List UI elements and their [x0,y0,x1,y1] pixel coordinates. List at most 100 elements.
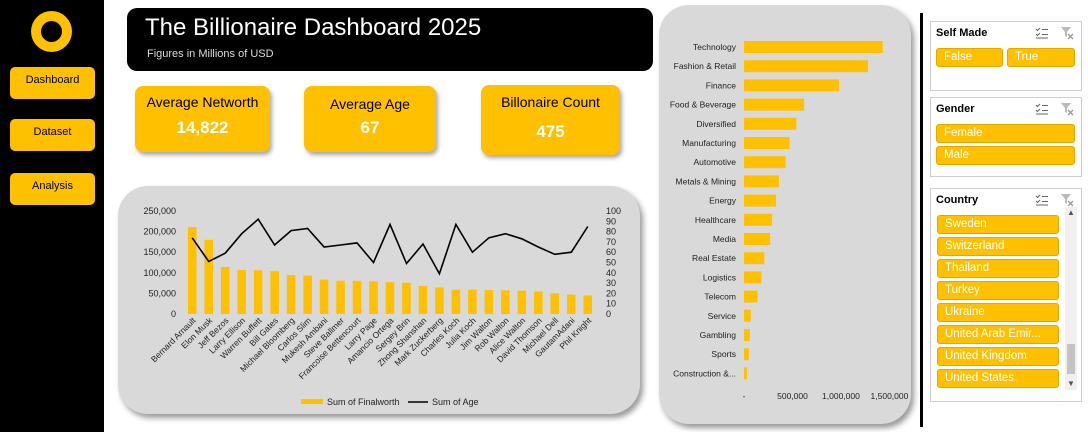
country-scrollbar[interactable]: ▲ ▼ [1065,207,1077,390]
industry-label: Service [708,311,737,321]
x-tick-label: 500,000 [777,391,808,401]
clear-filter-icon[interactable] [1060,193,1074,207]
clear-filter-icon[interactable] [1060,26,1074,40]
networth-bar [484,290,494,314]
y-tick-label: 150,000 [143,247,176,257]
gender-slicer: Gender Female Male [930,97,1082,177]
gender-female-option[interactable]: Female [936,124,1075,143]
industry-label: Real Estate [692,253,736,263]
multi-select-icon[interactable] [1035,27,1049,39]
industry-bar [744,233,771,245]
scroll-down-icon[interactable]: ▼ [1067,379,1075,388]
x-tick-label: 1,500,000 [871,391,909,401]
industry-label: Media [713,234,736,244]
divider [920,13,923,427]
networth-bar [237,269,246,314]
kpi-value: 67 [360,118,380,137]
scroll-thumb[interactable] [1067,344,1075,374]
industry-chart-panel: Technology Fashion & Retail Finance Food & … [659,5,911,424]
country-option[interactable]: United Kingdom [937,347,1059,366]
industry-bar [744,348,749,361]
industry-bar [744,194,776,207]
multi-select-icon[interactable] [1035,194,1049,206]
slicer-title: Gender [936,103,975,115]
slicer-title: Country [936,194,979,206]
clear-filter-icon[interactable] [1060,102,1074,116]
networth-bar [204,239,214,314]
self-made-slicer: Self Made False True [930,21,1082,91]
x-tick-label: - [743,391,746,401]
logo-icon [31,11,72,52]
y-tick-label: 250,000 [143,206,176,216]
kpi-value: 14,822 [176,118,229,137]
networth-bar [286,275,296,314]
kpi-average-age: Average Age 67 [304,86,436,152]
industry-bar [744,290,758,303]
y-tick-label: 200,000 [143,227,176,237]
y-tick-label: 0 [171,309,176,319]
industry-bar [744,137,790,149]
networth-bar [319,279,329,314]
scroll-up-icon[interactable]: ▲ [1067,208,1075,217]
y2-tick-label: 20 [606,288,616,298]
industry-bar [744,213,773,226]
y2-tick-label: 80 [606,227,616,237]
kpi-billionaire-count: Billonaire Count 475 [481,85,620,155]
networth-bar [369,281,378,314]
industry-bar [744,309,751,322]
industry-bar [744,98,805,111]
country-option[interactable]: Sweden [937,215,1059,234]
y-tick-label: 50,000 [148,288,176,298]
legend-label: Sum of Finalworth [327,397,400,407]
industry-bar [744,329,750,341]
networth-bar [583,295,593,314]
industry-label: Technology [693,42,737,52]
kpi-label: Average Age [330,96,410,112]
networth-bar [402,282,411,314]
y2-tick-label: 90 [606,216,616,226]
y2-tick-label: 100 [606,206,621,216]
industry-bar [744,60,869,73]
industry-label: Diversified [696,119,736,129]
networth-age-chart: 050,000100,000150,000200,000250,00001020… [143,206,621,407]
dashboard-button[interactable]: Dashboard [10,67,95,99]
country-option[interactable]: Turkey [937,281,1059,300]
kpi-label: Average Networth [146,94,259,110]
slicer-title: Self Made [936,27,988,39]
country-option[interactable]: Thailand [937,259,1059,278]
industry-label: Energy [709,196,737,206]
networth-bar [270,271,279,314]
networth-bar [501,290,510,314]
dataset-button[interactable]: Dataset [10,119,95,151]
country-option[interactable]: United States [937,369,1059,388]
multi-select-icon[interactable] [1035,103,1049,115]
networth-bar [253,270,263,314]
analysis-button[interactable]: Analysis [10,173,95,205]
age-line [191,217,589,276]
networth-bar [303,275,312,314]
industry-label: Automotive [693,157,736,167]
industry-label: Finance [706,80,737,90]
y2-tick-label: 30 [606,278,616,288]
industry-label: Food & Beverage [670,100,736,110]
networth-bar [566,294,576,314]
industry-bar [744,175,779,188]
industry-bar [744,117,797,130]
self-made-true-option[interactable]: True [1007,48,1075,67]
industry-chart: Technology Fashion & Retail Finance Food & … [670,41,909,401]
country-option[interactable]: Switzerland [937,237,1059,256]
x-tick-label: 1,000,000 [822,391,860,401]
industry-label: Logistics [703,272,736,282]
page-title: The Billionaire Dashboard 2025 [145,14,482,41]
y2-tick-label: 60 [606,247,616,257]
self-made-false-option[interactable]: False [936,48,1003,67]
gender-male-option[interactable]: Male [936,146,1075,165]
industry-bar [744,156,786,169]
industry-label: Healthcare [695,215,736,225]
industry-label: Sports [711,349,736,359]
country-option[interactable]: Ukraine [937,303,1059,322]
country-option[interactable]: United Arab Emir... [937,325,1059,344]
sidebar: Dashboard Dataset Analysis [0,0,104,432]
networth-bar [220,267,230,314]
kpi-average-networth: Average Networth 14,822 [135,86,270,152]
